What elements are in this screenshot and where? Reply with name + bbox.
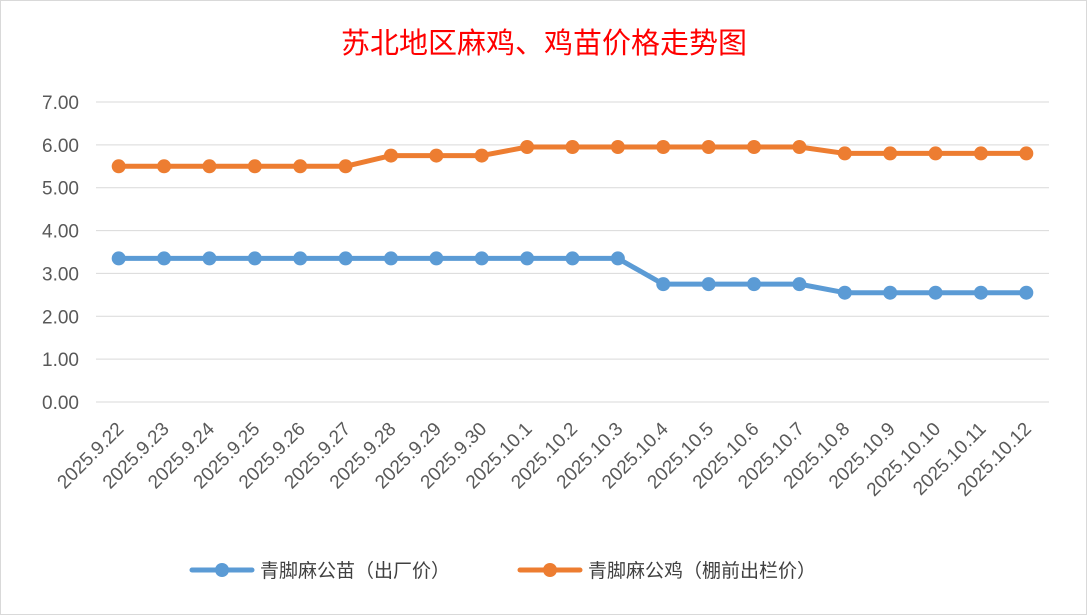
data-point [1019,285,1034,300]
legend-label: 青脚麻公苗（出厂价） [260,560,450,582]
data-point [883,285,898,300]
data-point [520,140,535,154]
x-axis-ticks: 2025.9.222025.9.232025.9.242025.9.252025… [54,418,1036,500]
data-point [973,285,988,300]
data-point [928,285,943,300]
data-point [247,159,262,174]
y-tick-label: 4.00 [42,222,79,243]
data-point [202,159,217,174]
data-point [293,159,308,174]
data-point [701,140,716,154]
data-point [837,146,852,161]
series-1 [111,251,1034,300]
data-point [610,251,625,266]
data-point [111,159,126,174]
y-tick-label: 1.00 [42,350,79,371]
data-point [883,146,898,161]
data-point [429,251,444,266]
y-tick-label: 6.00 [42,136,79,157]
y-tick-label: 5.00 [42,179,79,200]
data-point [247,251,262,266]
legend-marker [543,563,557,577]
data-point [792,140,807,154]
data-point [656,140,671,154]
legend-item: 青脚麻公苗（出厂价） [189,560,450,582]
data-point [701,277,716,292]
data-point [656,277,671,292]
data-point [792,277,807,292]
data-point [747,277,762,292]
data-point [565,140,580,154]
data-point [383,148,398,163]
data-point [293,251,308,266]
data-point [474,148,489,163]
data-point [973,146,988,161]
legend-label: 青脚麻公鸡（棚前出栏价） [588,560,816,582]
data-point [565,251,580,266]
y-tick-label: 0.00 [42,393,79,414]
series [111,140,1034,300]
grid [96,101,1049,403]
data-point [928,146,943,161]
y-axis-ticks: 0.00 1.00 2.00 3.00 4.00 5.00 6.00 7.00 [42,93,79,414]
data-point [338,251,353,266]
data-point [383,251,398,266]
data-point [610,140,625,154]
data-point [474,251,489,266]
data-point [429,148,444,163]
legend-marker [215,563,229,577]
y-tick-label: 2.00 [42,307,79,328]
y-tick-label: 3.00 [42,264,79,285]
y-tick-label: 7.00 [42,93,79,114]
chart-title: 苏北地区麻鸡、鸡苗价格走势图 [341,26,747,60]
series-2 [111,140,1034,174]
legend: 青脚麻公苗（出厂价） 青脚麻公鸡（棚前出栏价） [189,560,816,582]
data-point [338,159,353,174]
data-point [202,251,217,266]
legend-item: 青脚麻公鸡（棚前出栏价） [517,560,816,582]
data-point [747,140,762,154]
data-point [157,251,172,266]
data-point [157,159,172,174]
data-point [1019,146,1034,161]
data-point [837,285,852,300]
data-point [111,251,126,266]
data-point [520,251,535,266]
